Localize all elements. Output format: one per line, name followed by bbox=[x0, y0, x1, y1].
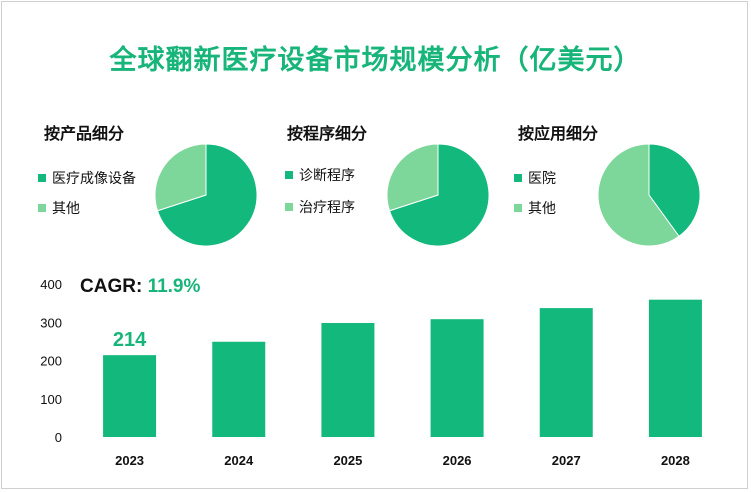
legend-swatch bbox=[514, 204, 522, 212]
legend-item-procedure-1: 诊断程序 bbox=[285, 165, 355, 185]
legend-item-procedure-2: 治疗程序 bbox=[285, 197, 355, 217]
pie-slice-2 bbox=[597, 143, 680, 247]
pie-product bbox=[154, 143, 258, 247]
bar-2026 bbox=[430, 319, 484, 437]
x-tick-label: 2024 bbox=[224, 453, 254, 468]
data-label-2023: 214 bbox=[113, 329, 147, 351]
pie-slice-1 bbox=[388, 143, 490, 247]
legend-label: 治疗程序 bbox=[299, 200, 355, 216]
bar-2025 bbox=[321, 323, 375, 437]
legend-item-application-2: 其他 bbox=[514, 198, 556, 218]
pie-application bbox=[597, 143, 701, 247]
cagr-annotation: CAGR: 11.9% bbox=[80, 276, 200, 298]
legend-label: 医院 bbox=[528, 171, 556, 187]
bar-2028 bbox=[648, 299, 702, 437]
pie-slice-2 bbox=[154, 143, 207, 212]
legend-swatch bbox=[514, 174, 522, 182]
x-tick-label: 2027 bbox=[552, 453, 581, 468]
y-tick-label: 200 bbox=[40, 354, 62, 369]
x-tick-label: 2026 bbox=[443, 453, 472, 468]
legend-label: 其他 bbox=[528, 201, 556, 217]
legend-swatch bbox=[285, 171, 293, 179]
legend-item-product-1: 医疗成像设备 bbox=[38, 168, 136, 188]
chart-title: 全球翻新医疗设备市场规模分析（亿美元） bbox=[109, 45, 642, 76]
y-tick-label: 100 bbox=[40, 392, 62, 407]
cagr-label: CAGR: bbox=[80, 276, 148, 297]
legend-swatch bbox=[285, 203, 293, 211]
x-tick-label: 2023 bbox=[115, 453, 144, 468]
segment-title-product: 按产品细分 bbox=[44, 124, 125, 143]
legend-swatch bbox=[38, 204, 46, 212]
legend-swatch bbox=[38, 174, 46, 182]
bar-2023 bbox=[103, 355, 157, 437]
x-tick-label: 2025 bbox=[333, 453, 362, 468]
pie-slice-1 bbox=[156, 143, 258, 247]
cagr-value: 11.9% bbox=[147, 276, 201, 297]
legend-item-application-1: 医院 bbox=[514, 168, 556, 188]
y-tick-label: 0 bbox=[55, 430, 62, 445]
legend-item-product-2: 其他 bbox=[38, 198, 80, 218]
y-tick-label: 400 bbox=[40, 277, 62, 292]
segment-title-procedure: 按程序细分 bbox=[287, 124, 368, 143]
bar-2024 bbox=[212, 341, 266, 437]
legend-label: 诊断程序 bbox=[299, 168, 355, 184]
pie-procedure bbox=[386, 143, 490, 247]
bar-2027 bbox=[539, 308, 593, 437]
segment-title-application: 按应用细分 bbox=[518, 124, 599, 143]
legend-label: 医疗成像设备 bbox=[52, 171, 136, 187]
pie-slice-1 bbox=[648, 143, 701, 237]
x-tick-label: 2028 bbox=[661, 453, 690, 468]
legend-label: 其他 bbox=[52, 201, 80, 217]
pie-slice-2 bbox=[386, 143, 439, 212]
y-tick-label: 300 bbox=[40, 315, 62, 330]
